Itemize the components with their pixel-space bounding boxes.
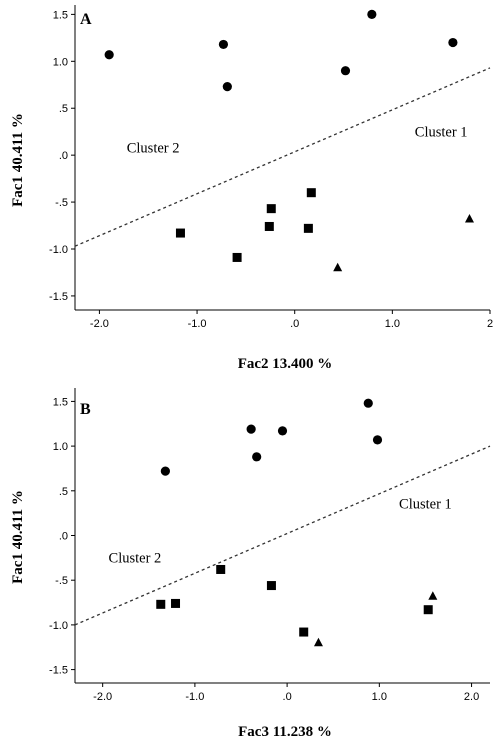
square-point (232, 252, 242, 262)
cluster-label: Cluster 2 (127, 140, 180, 156)
x-tick-label: 1.0 (372, 691, 387, 703)
y-tick-label: -1.5 (49, 291, 68, 303)
panel-a-chart: 1.5 1.0 .5 .0 -.5 -1.0 -1.5 -2.0 -1.0 .0 1.0 2 Clust… (10, 5, 493, 372)
square-point (171, 598, 181, 608)
y-tick-label: .0 (59, 150, 68, 162)
y-tick-label: 1.5 (53, 396, 68, 408)
y-tick-label: .5 (59, 486, 68, 498)
y-tick-label: -1.5 (49, 665, 68, 677)
x-tick-label: -2.0 (93, 691, 112, 703)
triangle-point (333, 262, 343, 272)
circle-point (277, 426, 288, 436)
x-tick-label: .0 (290, 318, 299, 330)
square-point (423, 605, 433, 615)
panel-b-chart: 1.5 1.0 .5 .0 -.5 -1.0 -1.5 -2.0 -1.0 .0 1.0 2.0 Clu… (10, 388, 491, 740)
circle-point (448, 37, 458, 48)
x-tick-label: 2.0 (464, 691, 479, 703)
circle-point (340, 66, 351, 76)
x-tick-label: .0 (283, 691, 292, 703)
triangle-point (428, 591, 438, 600)
y-tick-label: .0 (59, 531, 68, 543)
square-point (266, 581, 276, 591)
cluster-divider-line (74, 67, 491, 247)
y-tick-label: -1.0 (49, 620, 68, 632)
y-tick-label: 1.5 (53, 9, 68, 21)
circle-point (218, 39, 229, 50)
x-tick-label: 1.0 (385, 318, 400, 330)
triangle-point (313, 637, 323, 647)
square-point (264, 221, 274, 231)
circle-point (222, 82, 232, 92)
y-tick-label: -.5 (55, 197, 68, 209)
circle-point (252, 452, 262, 462)
x-tick-label: 2 (487, 318, 493, 330)
y-axis-title: Fac1 40.411 % (10, 490, 26, 584)
y-tick-label: 1.0 (53, 56, 68, 68)
panel-label: B (80, 401, 91, 418)
square-point (303, 223, 313, 233)
y-tick-label: -1.0 (49, 244, 68, 256)
panel-label: A (80, 11, 92, 28)
cluster-label: Cluster 1 (415, 124, 468, 140)
square-point (306, 188, 316, 198)
square-point (266, 204, 276, 214)
x-axis-title: Fac3 11.238 % (238, 724, 332, 740)
cluster-divider-line (74, 445, 491, 626)
x-axis-title: Fac2 13.400 % (238, 356, 333, 372)
square-point (175, 228, 185, 238)
y-tick-label: -.5 (55, 575, 68, 587)
circle-point (160, 466, 170, 476)
square-point (156, 599, 166, 609)
y-tick-label: 1.0 (53, 441, 68, 453)
y-tick-label: .5 (59, 103, 68, 115)
x-tick-label: -1.0 (188, 318, 207, 330)
triangle-point (464, 213, 474, 223)
y-axis-title: Fac1 40.411 % (10, 113, 26, 207)
circle-point (104, 50, 114, 60)
x-tick-label: -1.0 (185, 691, 204, 703)
circle-point (246, 424, 256, 434)
circle-point (363, 398, 373, 408)
cluster-label: Cluster 2 (109, 550, 162, 566)
circle-point (372, 435, 383, 445)
square-point (299, 627, 309, 637)
x-tick-label: -2.0 (90, 318, 109, 330)
circle-point (367, 9, 377, 19)
cluster-label: Cluster 1 (399, 497, 452, 513)
square-point (216, 564, 226, 574)
